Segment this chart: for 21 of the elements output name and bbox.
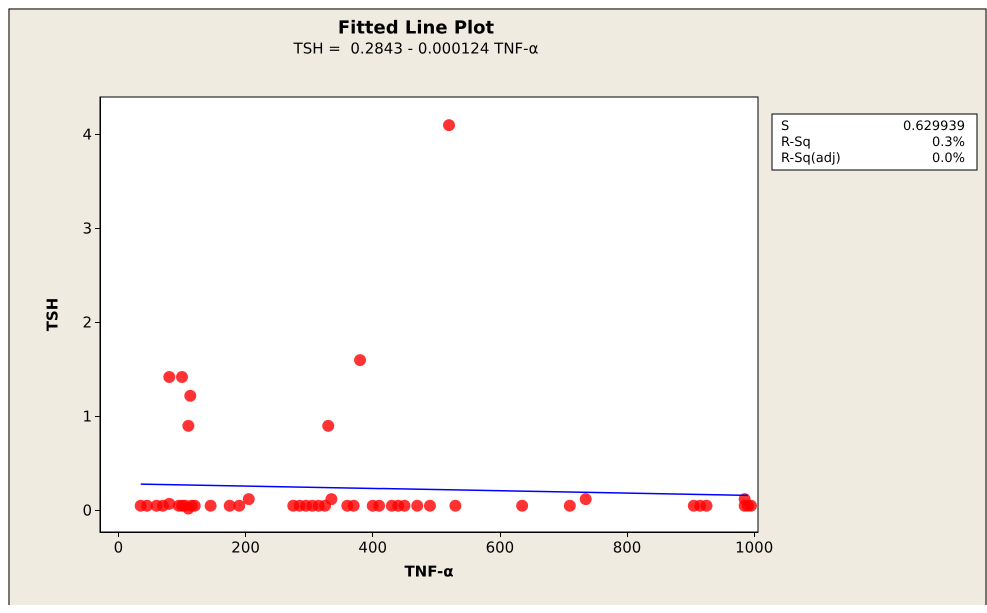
chart-title: Fitted Line Plot (338, 18, 495, 38)
text: S (781, 119, 790, 134)
y-tick-label: 1 (82, 407, 92, 426)
y-tick-label: 4 (82, 126, 92, 144)
text: 0.3% (932, 135, 966, 150)
text: R-Sq (781, 135, 811, 150)
x-tick-label: 1000 (735, 538, 774, 556)
x-tick-label: 600 (486, 538, 514, 556)
chart-subtitle: TSH = 0.2843 - 0.000124 TNF-α (292, 40, 539, 58)
text: R-Sq(adj) (781, 151, 841, 166)
x-tick-label: 400 (358, 538, 388, 556)
text: 0.0% (932, 151, 966, 166)
y-axis-title: TSH (44, 298, 62, 332)
y-tick-label: 0 (82, 501, 92, 520)
text: 0.629939 (902, 119, 965, 134)
x-tick-label: 0 (114, 538, 124, 556)
x-tick-label: 800 (612, 538, 642, 556)
x-axis-title: TNF-α (404, 562, 454, 580)
y-tick-label: 3 (82, 220, 92, 238)
y-tick-label: 2 (82, 313, 92, 332)
x-tick-label: 200 (231, 538, 260, 556)
